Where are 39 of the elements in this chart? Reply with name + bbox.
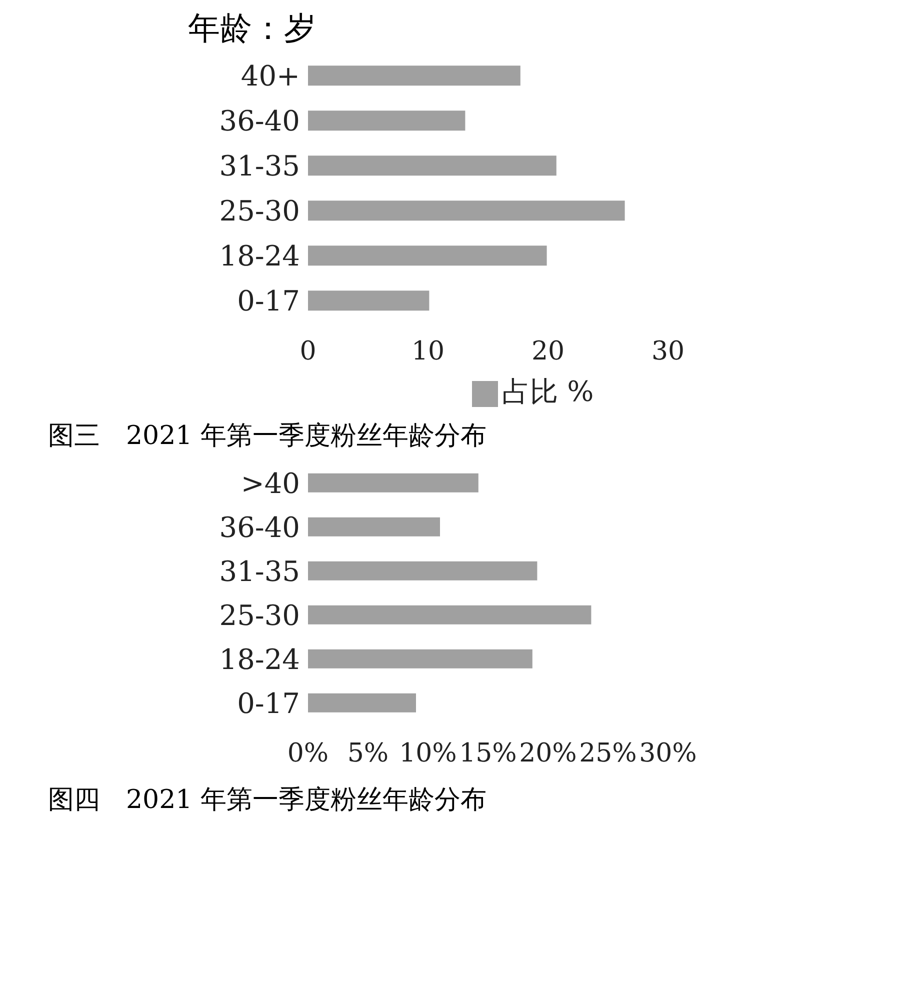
x-tick-label: 25% <box>579 738 637 768</box>
legend-label: 占比 % <box>502 375 594 408</box>
bar <box>308 605 592 624</box>
y-tick-label: 0-17 <box>237 686 300 720</box>
y-tick-label: 36-40 <box>219 510 300 544</box>
y-tick-label: 25-30 <box>219 194 300 228</box>
y-axis-title: 年龄：岁 <box>188 8 317 48</box>
x-tick-label: 30 <box>651 336 685 366</box>
y-tick-label: 36-40 <box>219 104 300 138</box>
bar <box>308 561 538 580</box>
y-tick-label: 31-35 <box>219 554 300 588</box>
bar <box>308 517 440 536</box>
x-tick-label: 0 <box>300 336 316 366</box>
bar <box>308 156 556 176</box>
x-tick-label: 10 <box>411 336 445 366</box>
y-tick-label: 31-35 <box>219 149 300 182</box>
x-tick-label: 20 <box>531 336 565 366</box>
x-tick-label: 0% <box>287 738 329 768</box>
bar <box>308 66 520 86</box>
text: 图四 2021 年第一季度粉丝年龄分布 <box>48 784 488 817</box>
x-tick-label: 15% <box>459 738 517 768</box>
bar <box>308 290 430 311</box>
x-tick-label: 30% <box>639 738 697 768</box>
bar <box>308 200 625 221</box>
y-tick-label: 40+ <box>240 59 300 92</box>
x-tick-label: 20% <box>519 738 577 768</box>
x-tick-label: 10% <box>399 738 457 768</box>
x-tick-label: 5% <box>347 738 389 768</box>
y-tick-label: 18-24 <box>219 239 300 272</box>
bar <box>308 110 466 131</box>
y-tick-label: 18-24 <box>219 642 300 676</box>
bar <box>308 649 532 668</box>
bar <box>308 473 478 492</box>
y-tick-label: 25-30 <box>219 598 300 632</box>
y-tick-label: 0-17 <box>237 284 300 318</box>
bar <box>308 693 416 712</box>
text: 图三 2021 年第一季度粉丝年龄分布 <box>48 420 488 453</box>
y-tick-label: >40 <box>240 466 300 500</box>
bar <box>308 246 547 266</box>
